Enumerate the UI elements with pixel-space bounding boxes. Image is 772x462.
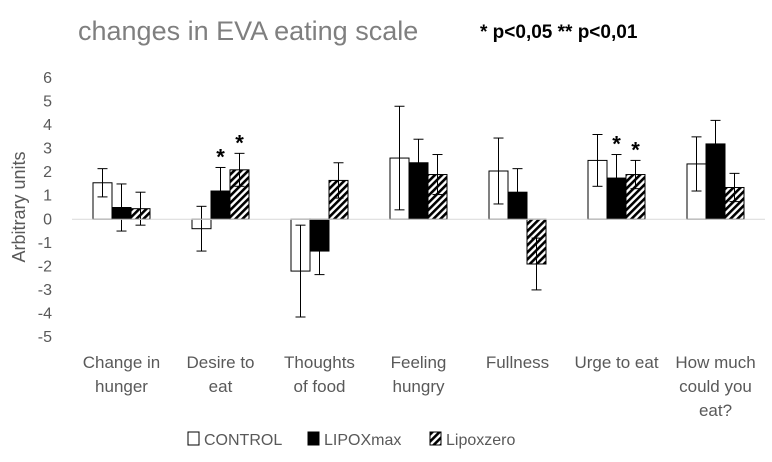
y-tick-label: 5: [43, 94, 52, 111]
y-axis-ticks: 6 5 4 3 2 1 0 -1 -2 -3 -4 -5: [38, 70, 52, 346]
error-bar: [611, 154, 622, 203]
legend-item-lipoxzero: Lipoxzero: [429, 431, 515, 449]
category-label: Thoughts: [284, 353, 355, 372]
legend-label: Lipoxzero: [446, 432, 515, 449]
significance-markers: * * * *: [216, 130, 640, 169]
error-bar: [729, 172, 740, 203]
y-tick-label: -2: [38, 258, 52, 275]
legend-label: CONTROL: [204, 432, 282, 449]
error-bar: [333, 162, 344, 199]
legend: CONTROL LIPOXmax Lipoxzero: [187, 431, 515, 449]
y-tick-label: -1: [38, 235, 52, 252]
category-label: How much: [675, 353, 755, 372]
legend-swatch: [187, 431, 200, 446]
category-label: of food: [294, 377, 346, 396]
error-bars: [97, 105, 740, 318]
error-bar: [97, 168, 108, 198]
error-bar: [592, 134, 603, 187]
category-labels: Change in hunger Desire to eat Thoughts of fo…: [83, 353, 756, 420]
legend-label: LIPOXmax: [324, 432, 401, 449]
y-tick-label: 4: [43, 117, 52, 134]
category-label: eat: [209, 377, 233, 396]
error-bar: [295, 224, 306, 318]
y-tick-label: 2: [43, 164, 52, 181]
error-bar: [531, 237, 542, 291]
category-label: hungry: [393, 377, 445, 396]
y-tick-label: 0: [43, 211, 52, 228]
error-bar: [432, 154, 443, 196]
y-tick-label: -4: [38, 305, 52, 322]
error-bar: [196, 205, 207, 252]
y-tick-label: 6: [43, 70, 52, 87]
error-bar: [394, 105, 405, 211]
y-tick-label: 1: [43, 188, 52, 205]
chart-title: changes in EVA eating scale: [78, 16, 418, 46]
y-tick-label: 3: [43, 141, 52, 158]
category-label: Fullness: [486, 353, 549, 372]
error-bar: [630, 159, 641, 190]
error-bar: [512, 168, 523, 217]
error-bar: [691, 136, 702, 192]
category-label: Desire to: [186, 353, 254, 372]
legend-item-control: CONTROL: [187, 431, 282, 449]
significance-note: * p<0,05 ** p<0,01: [480, 22, 638, 43]
y-tick-label: -3: [38, 282, 52, 299]
significance-star: *: [612, 132, 621, 157]
error-bar: [710, 119, 721, 168]
error-bar: [116, 183, 127, 232]
category-label: hunger: [95, 377, 148, 396]
significance-star: *: [216, 144, 225, 169]
legend-swatch: [307, 431, 320, 446]
significance-star: *: [631, 137, 640, 162]
y-axis-label: Arbitrary units: [9, 151, 29, 262]
error-bar: [215, 166, 226, 216]
category-label: eat?: [699, 401, 732, 420]
legend-item-lipoxmax: LIPOXmax: [307, 431, 401, 449]
category-label: Urge to eat: [574, 353, 658, 372]
category-label: could you: [679, 377, 752, 396]
significance-star: *: [235, 130, 244, 155]
error-bar: [234, 152, 245, 187]
error-bar: [314, 227, 325, 276]
y-tick-label: -5: [38, 329, 52, 346]
category-label: Feeling: [391, 353, 447, 372]
error-bar: [413, 138, 424, 187]
category-label: Change in: [83, 353, 161, 372]
error-bar: [493, 137, 504, 205]
legend-swatch: [429, 431, 442, 446]
